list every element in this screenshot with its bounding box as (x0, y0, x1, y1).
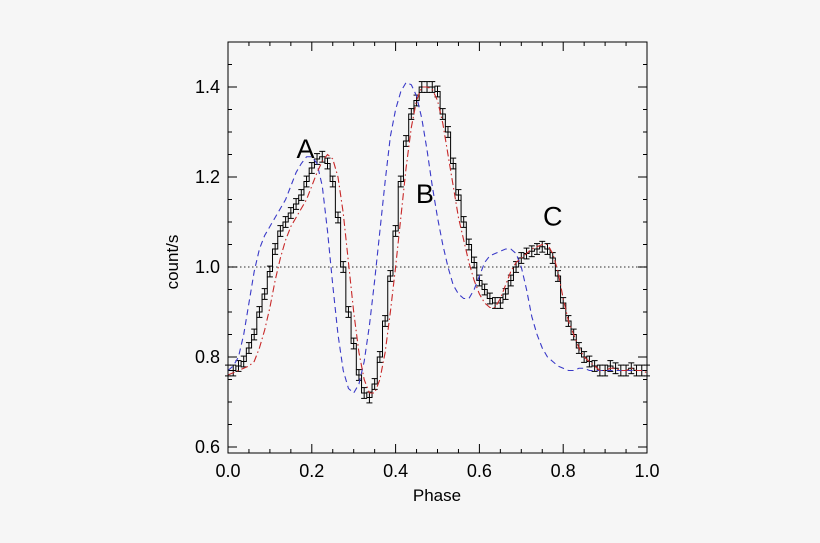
data-histogram (228, 86, 647, 398)
axes: 0.0 0.2 0.4 0.6 0.8 1.0 0.6 0.8 1.0 1.2 1.4 A B C (195, 41, 660, 481)
plot-area (225, 81, 650, 404)
y-tick-label: 1.2 (195, 167, 220, 187)
plot-frame (227, 41, 648, 454)
y-axis-title: count/s (163, 235, 182, 290)
x-tick-label: 0.0 (215, 461, 240, 481)
peak-label-a: A (297, 134, 315, 164)
peak-label-c: C (543, 201, 563, 231)
model-curve-red (227, 86, 648, 394)
x-tick-label: 0.2 (299, 461, 324, 481)
y-tick-label: 0.6 (195, 437, 220, 457)
x-tick-label: 0.8 (551, 461, 576, 481)
x-tick-label: 0.4 (383, 461, 408, 481)
y-tick-label: 1.4 (195, 77, 220, 97)
y-tick-label: 0.8 (195, 347, 220, 367)
x-tick-label: 1.0 (634, 461, 659, 481)
error-bars (225, 81, 650, 404)
y-tick-label: 1.0 (195, 257, 220, 277)
model-curve-blue (227, 81, 647, 394)
x-tick-label: 0.6 (467, 461, 492, 481)
x-axis-title: Phase (413, 486, 461, 505)
peak-label-b: B (416, 179, 434, 209)
